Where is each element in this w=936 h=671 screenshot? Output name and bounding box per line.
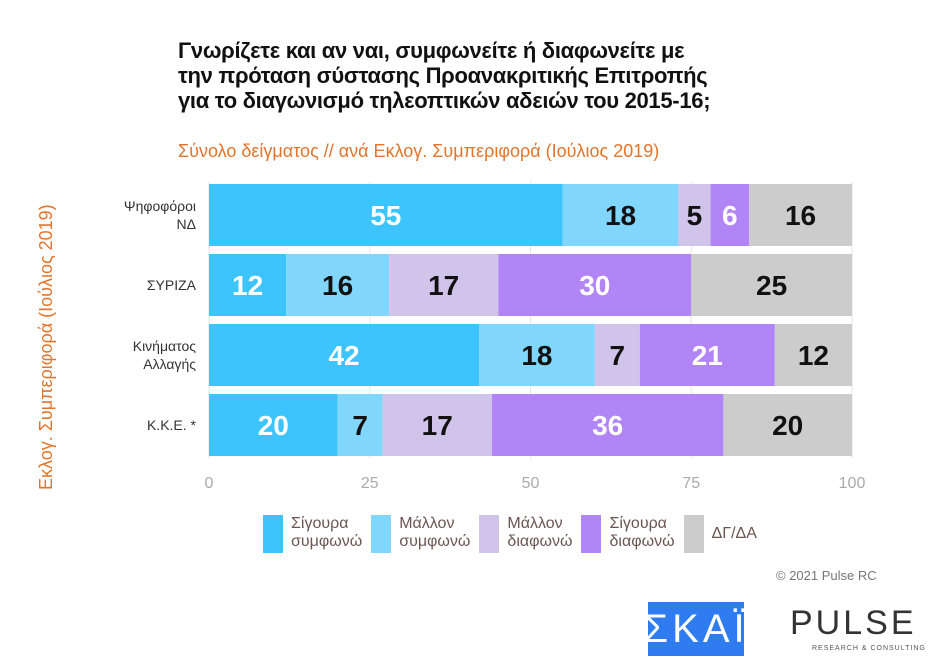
data-label: 21: [692, 340, 723, 371]
data-label: 20: [772, 410, 803, 441]
data-label: 18: [521, 340, 552, 371]
legend-label: Σίγουρα συμφωνώ: [291, 515, 363, 550]
legend-label: Μάλλον διαφωνώ: [507, 515, 573, 550]
bar-segment: [723, 394, 852, 456]
chart-title: Γνωρίζετε και αν ναι, συμφωνείτε ή διαφω…: [178, 38, 711, 113]
data-label: 30: [579, 270, 610, 301]
bar-segment: [498, 254, 692, 316]
legend-label: Μάλλον συμφωνώ: [399, 515, 471, 550]
bar-segment: [382, 394, 492, 456]
bar-segment: [389, 254, 499, 316]
bar-segment: [678, 184, 711, 246]
category-label: ΝΔ: [177, 216, 196, 232]
data-label: 16: [322, 270, 353, 301]
data-label: 7: [352, 410, 368, 441]
data-label: 17: [428, 270, 459, 301]
legend-label: ΔΓ/ΔΑ: [711, 525, 757, 542]
data-label: 7: [610, 340, 626, 371]
category-label: Κινήματος: [133, 338, 197, 354]
x-tick-label: 75: [682, 475, 700, 492]
bar-segment: [562, 184, 679, 246]
bar-segment: [691, 254, 852, 316]
legend-label: Σίγουρα διαφωνώ: [609, 515, 675, 550]
chart-subtitle: Σύνολο δείγματος // ανά Εκλογ. Συμπεριφο…: [178, 141, 660, 161]
category-label: Ψηφοφόροι: [124, 198, 196, 214]
data-label: 12: [798, 340, 829, 371]
bar-segment: [479, 324, 595, 386]
bar-segment: [639, 324, 775, 386]
bar-segment: [286, 254, 390, 316]
data-label: 42: [328, 340, 359, 371]
legend-item: ΔΓ/ΔΑ: [683, 515, 757, 553]
category-label: ΣΥΡΙΖΑ: [147, 277, 197, 293]
skai-logo: ΣΚΑΪ: [643, 602, 745, 656]
data-label: 17: [422, 410, 453, 441]
legend-item: Μάλλον συμφωνώ: [371, 515, 470, 553]
bar-segment: [209, 394, 338, 456]
x-tick-label: 0: [205, 475, 214, 492]
data-label: 55: [370, 200, 401, 231]
bar-segment: [209, 254, 287, 316]
data-label: 36: [592, 410, 623, 441]
bar-segment: [774, 324, 852, 386]
bar-segment: [209, 324, 480, 386]
data-label: 25: [756, 270, 787, 301]
legend-swatch: [683, 515, 704, 553]
pulse-logo: PULSE: [790, 604, 917, 642]
bar-segment: [749, 184, 852, 246]
x-tick-label: 50: [522, 475, 540, 492]
data-label: 16: [785, 200, 816, 231]
legend-swatch: [371, 515, 392, 553]
data-label: 12: [232, 270, 263, 301]
data-label: 20: [258, 410, 289, 441]
legend-swatch: [263, 515, 283, 553]
data-label: 18: [605, 200, 636, 231]
legend-swatch: [479, 515, 500, 553]
x-tick-label: 25: [361, 475, 379, 492]
bar-segment: [209, 184, 563, 246]
legend-item: Μάλλον διαφωνώ: [479, 515, 572, 553]
bar-segment: [594, 324, 640, 386]
legend-item: Σίγουρα συμφωνώ: [263, 515, 362, 553]
bar-segment: [710, 184, 750, 246]
bar-segment: [491, 394, 724, 456]
x-tick-label: 100: [839, 475, 866, 492]
category-label: Κ.Κ.Ε. *: [147, 417, 197, 433]
data-label: 6: [722, 200, 738, 231]
bar-segment: [337, 394, 383, 456]
legend-item: Σίγουρα διαφωνώ: [581, 515, 675, 553]
legend: Σίγουρα συμφωνώ Μάλλον συμφωνώ Μάλλον διαφ…: [263, 515, 766, 553]
pulse-logo-subtitle: RESEARCH & CONSULTING: [812, 645, 926, 652]
data-label: 5: [687, 200, 703, 231]
legend-swatch: [581, 515, 602, 553]
copyright: © 2021 Pulse RC: [776, 568, 877, 583]
category-label: Αλλαγής: [143, 356, 196, 372]
